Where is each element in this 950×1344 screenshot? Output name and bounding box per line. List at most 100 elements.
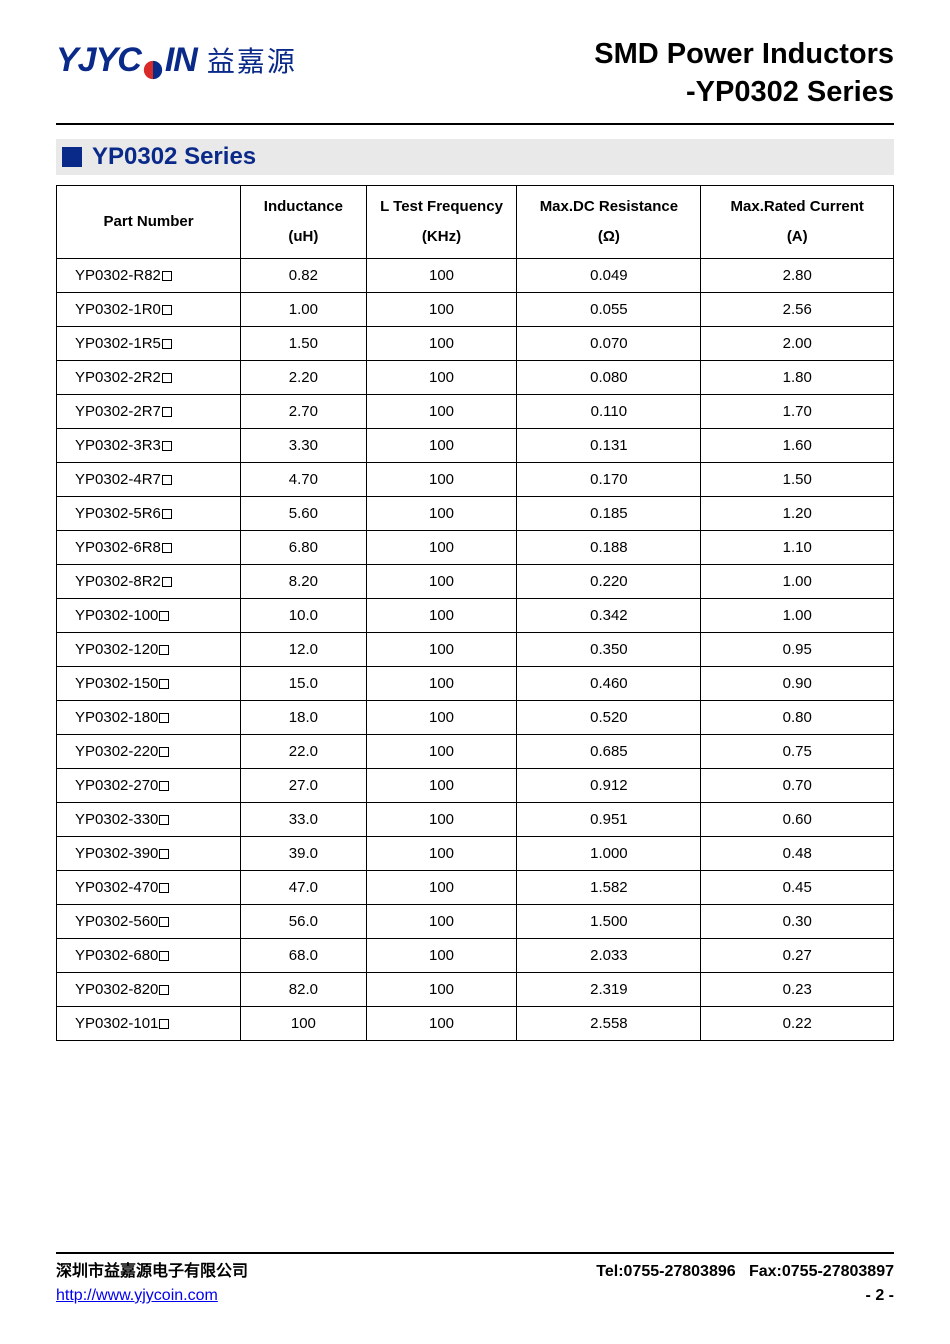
cell-current: 0.48 [701,837,894,871]
cell-part-number: YP0302-330 [57,803,241,837]
placeholder-box-icon [159,815,169,825]
col-inductance: Inductance (uH) [241,186,367,259]
placeholder-box-icon [162,543,172,553]
placeholder-box-icon [159,713,169,723]
cell-part-number: YP0302-1R5 [57,327,241,361]
cell-current: 1.20 [701,497,894,531]
table-row: YP0302-R820.821000.0492.80 [57,259,894,293]
cell-current: 0.30 [701,905,894,939]
cell-frequency: 100 [366,327,517,361]
cell-part-number: YP0302-820 [57,973,241,1007]
placeholder-box-icon [159,611,169,621]
placeholder-box-icon [159,883,169,893]
table-row: YP0302-18018.01000.5200.80 [57,701,894,735]
cell-current: 2.00 [701,327,894,361]
placeholder-box-icon [162,577,172,587]
table-row: YP0302-68068.01002.0330.27 [57,939,894,973]
placeholder-box-icon [159,747,169,757]
placeholder-box-icon [162,407,172,417]
col-dc-resistance: Max.DC Resistance (Ω) [517,186,701,259]
cell-dcr: 0.055 [517,293,701,327]
placeholder-box-icon [162,305,172,315]
logo-text-left: YJYC [56,41,141,80]
cell-part-number: YP0302-1R0 [57,293,241,327]
cell-frequency: 100 [366,939,517,973]
placeholder-box-icon [159,917,169,927]
cell-current: 0.60 [701,803,894,837]
cell-frequency: 100 [366,599,517,633]
cell-part-number: YP0302-680 [57,939,241,973]
cell-inductance: 4.70 [241,463,367,497]
cell-inductance: 1.50 [241,327,367,361]
table-row: YP0302-4R74.701000.1701.50 [57,463,894,497]
cell-frequency: 100 [366,361,517,395]
cell-frequency: 100 [366,429,517,463]
table-row: YP0302-12012.01000.3500.95 [57,633,894,667]
cell-dcr: 2.033 [517,939,701,973]
cell-part-number: YP0302-101 [57,1007,241,1041]
cell-part-number: YP0302-R82 [57,259,241,293]
cell-frequency: 100 [366,701,517,735]
cell-dcr: 0.350 [517,633,701,667]
cell-inductance: 5.60 [241,497,367,531]
cell-frequency: 100 [366,871,517,905]
cell-dcr: 0.220 [517,565,701,599]
cell-part-number: YP0302-5R6 [57,497,241,531]
cell-part-number: YP0302-120 [57,633,241,667]
cell-part-number: YP0302-470 [57,871,241,905]
cell-current: 2.80 [701,259,894,293]
placeholder-box-icon [159,781,169,791]
cell-inductance: 15.0 [241,667,367,701]
cell-current: 0.70 [701,769,894,803]
cell-frequency: 100 [366,803,517,837]
cell-current: 1.60 [701,429,894,463]
cell-inductance: 0.82 [241,259,367,293]
page-header: YJYC IN 益嘉源 SMD Power Inductors -YP0302 … [56,36,894,111]
placeholder-box-icon [162,271,172,281]
cell-part-number: YP0302-390 [57,837,241,871]
cell-inductance: 8.20 [241,565,367,599]
cell-inductance: 33.0 [241,803,367,837]
cell-inductance: 2.70 [241,395,367,429]
cell-dcr: 0.912 [517,769,701,803]
section-title: YP0302 Series [92,143,256,171]
placeholder-box-icon [159,679,169,689]
cell-dcr: 0.685 [517,735,701,769]
table-head: Part Number Inductance (uH) L Test Frequ… [57,186,894,259]
cell-frequency: 100 [366,463,517,497]
cell-part-number: YP0302-150 [57,667,241,701]
cell-inductance: 12.0 [241,633,367,667]
cell-frequency: 100 [366,497,517,531]
cell-part-number: YP0302-560 [57,905,241,939]
coin-icon [142,51,164,73]
section-header: YP0302 Series [56,139,894,175]
cell-inductance: 27.0 [241,769,367,803]
logo-text-right: IN [165,41,197,80]
cell-current: 1.00 [701,599,894,633]
placeholder-box-icon [159,645,169,655]
cell-current: 1.80 [701,361,894,395]
cell-part-number: YP0302-8R2 [57,565,241,599]
cell-frequency: 100 [366,565,517,599]
cell-part-number: YP0302-180 [57,701,241,735]
table-row: YP0302-6R86.801000.1881.10 [57,531,894,565]
cell-current: 1.10 [701,531,894,565]
cell-inductance: 39.0 [241,837,367,871]
page-footer: 深圳市益嘉源电子有限公司 http://www.yjycoin.com Tel:… [56,1252,894,1308]
table-row: YP0302-1011001002.5580.22 [57,1007,894,1041]
cell-current: 0.22 [701,1007,894,1041]
cell-part-number: YP0302-3R3 [57,429,241,463]
cell-inductance: 22.0 [241,735,367,769]
table-row: YP0302-27027.01000.9120.70 [57,769,894,803]
cell-current: 0.95 [701,633,894,667]
placeholder-box-icon [159,1019,169,1029]
footer-url[interactable]: http://www.yjycoin.com [56,1287,218,1304]
cell-dcr: 2.558 [517,1007,701,1041]
cell-current: 0.45 [701,871,894,905]
cell-dcr: 0.110 [517,395,701,429]
doc-title: SMD Power Inductors -YP0302 Series [594,36,894,111]
cell-dcr: 0.520 [517,701,701,735]
cell-dcr: 1.582 [517,871,701,905]
cell-part-number: YP0302-270 [57,769,241,803]
cell-inductance: 100 [241,1007,367,1041]
